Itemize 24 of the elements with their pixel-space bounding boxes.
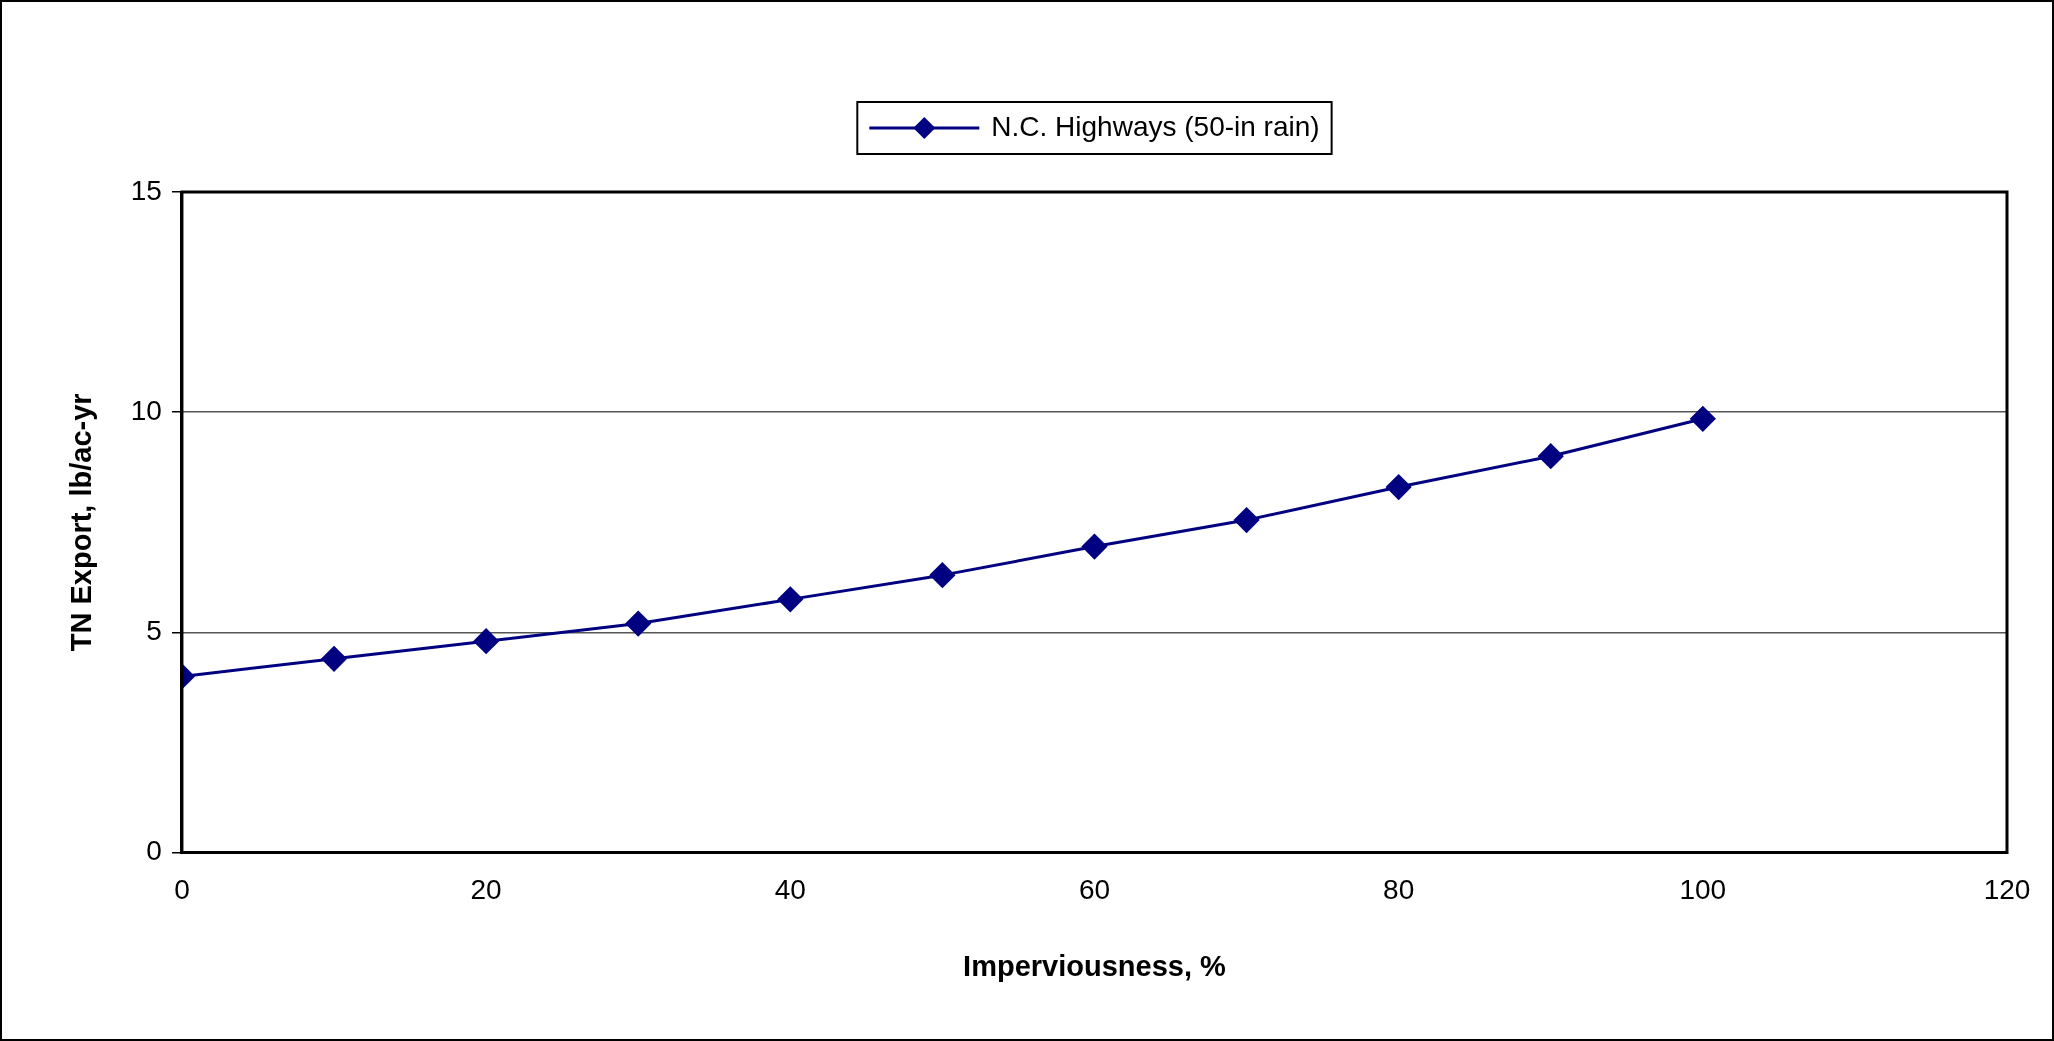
x-tick-label: 40 bbox=[774, 874, 806, 906]
y-axis-title: TN Export, lb/ac-yr bbox=[65, 393, 98, 652]
x-tick-label: 0 bbox=[174, 874, 190, 906]
point bbox=[625, 611, 651, 637]
point bbox=[1690, 406, 1716, 432]
point bbox=[473, 628, 499, 654]
legend-label: N.C. Highways (50-in rain) bbox=[991, 110, 1320, 142]
x-tick-label: 100 bbox=[1679, 874, 1727, 906]
point bbox=[1386, 474, 1412, 500]
y-tick-label: 5 bbox=[146, 615, 162, 647]
point bbox=[1234, 507, 1260, 533]
y-tick-label: 0 bbox=[146, 835, 162, 867]
x-tick-label: 20 bbox=[470, 874, 502, 906]
point bbox=[1538, 443, 1564, 469]
x-tick-label: 60 bbox=[1078, 874, 1111, 906]
x-tick-label: 80 bbox=[1383, 874, 1415, 906]
point bbox=[777, 586, 803, 612]
point bbox=[321, 646, 347, 672]
x-axis-title: Imperviousness, % bbox=[963, 949, 1227, 982]
y-tick-label: 15 bbox=[130, 174, 162, 206]
y-tick-label: 10 bbox=[130, 394, 162, 426]
x-tick-label: 120 bbox=[1983, 874, 2031, 906]
point bbox=[929, 562, 955, 588]
point bbox=[1081, 534, 1107, 560]
